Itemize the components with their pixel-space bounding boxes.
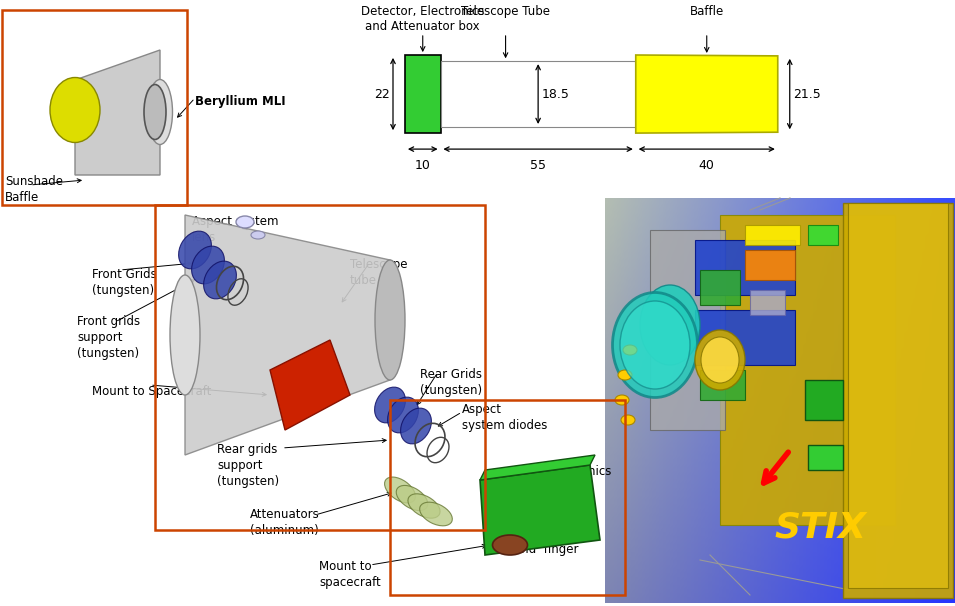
- Ellipse shape: [251, 231, 265, 239]
- Bar: [695, 240, 795, 295]
- Ellipse shape: [179, 231, 211, 269]
- Bar: [650, 230, 725, 430]
- Text: Telescope
tube: Telescope tube: [350, 258, 408, 287]
- Text: Mount to Spacecraft: Mount to Spacecraft: [92, 385, 211, 398]
- Ellipse shape: [396, 485, 428, 511]
- Ellipse shape: [147, 79, 173, 144]
- Ellipse shape: [612, 293, 697, 398]
- Ellipse shape: [640, 285, 700, 365]
- Bar: [808, 445, 843, 470]
- Text: Electronics
box: Electronics box: [548, 465, 612, 494]
- Ellipse shape: [50, 78, 100, 142]
- Ellipse shape: [400, 408, 432, 444]
- Text: 40: 40: [699, 159, 714, 172]
- Text: Mount to
spacecraft: Mount to spacecraft: [319, 560, 381, 589]
- Polygon shape: [185, 215, 390, 455]
- Bar: [720, 215, 895, 525]
- Text: Beryllium MLI: Beryllium MLI: [195, 95, 286, 108]
- Polygon shape: [636, 55, 777, 133]
- Text: Rear grids
support
(tungsten): Rear grids support (tungsten): [217, 443, 279, 488]
- Ellipse shape: [615, 395, 629, 405]
- Bar: [745, 225, 800, 245]
- Polygon shape: [75, 50, 160, 175]
- Text: Rear Grids
(tungsten): Rear Grids (tungsten): [420, 368, 482, 397]
- Ellipse shape: [695, 330, 745, 390]
- Text: Detector, Electronics
and Attenuator box: Detector, Electronics and Attenuator box: [361, 5, 484, 33]
- Ellipse shape: [236, 216, 254, 228]
- Ellipse shape: [620, 301, 690, 389]
- Ellipse shape: [493, 535, 527, 555]
- Bar: [808, 225, 838, 245]
- Text: Front grids
support
(tungsten): Front grids support (tungsten): [77, 315, 140, 360]
- Text: Baffle: Baffle: [690, 5, 724, 18]
- Bar: [440, 61, 636, 127]
- Text: Aspect system
lens: Aspect system lens: [192, 215, 278, 244]
- Text: STIX: STIX: [774, 510, 866, 544]
- Ellipse shape: [375, 260, 405, 380]
- Ellipse shape: [192, 246, 224, 284]
- Ellipse shape: [618, 370, 632, 380]
- Bar: [848, 203, 948, 588]
- Ellipse shape: [623, 345, 637, 355]
- Text: Cold  finger: Cold finger: [510, 543, 579, 556]
- Text: 18.5: 18.5: [542, 87, 570, 101]
- Text: Attenuators
(aluminum): Attenuators (aluminum): [250, 508, 320, 537]
- Polygon shape: [270, 340, 350, 430]
- Ellipse shape: [701, 337, 739, 383]
- Polygon shape: [480, 465, 600, 555]
- Bar: [155, 205, 485, 530]
- Ellipse shape: [621, 415, 635, 425]
- Bar: [700, 370, 745, 400]
- Text: 21.5: 21.5: [793, 87, 820, 101]
- Bar: [695, 310, 795, 365]
- Bar: [805, 380, 843, 420]
- Ellipse shape: [408, 494, 440, 518]
- Bar: [390, 400, 625, 595]
- Text: 22: 22: [374, 87, 390, 101]
- Ellipse shape: [144, 84, 166, 139]
- Polygon shape: [480, 455, 595, 480]
- Bar: [405, 55, 440, 133]
- Bar: [700, 270, 740, 305]
- Text: Front Grids
(tungsten): Front Grids (tungsten): [92, 268, 157, 297]
- Bar: [745, 250, 795, 280]
- Bar: [2, 10, 187, 205]
- Ellipse shape: [374, 387, 406, 423]
- Text: 55: 55: [530, 159, 546, 172]
- Ellipse shape: [419, 502, 453, 526]
- Bar: [750, 290, 785, 315]
- Ellipse shape: [203, 261, 237, 299]
- Text: Telescope Tube: Telescope Tube: [461, 5, 550, 18]
- Ellipse shape: [170, 275, 200, 395]
- Text: 10: 10: [414, 159, 431, 172]
- Text: Aspect
system diodes: Aspect system diodes: [462, 403, 547, 432]
- Bar: [843, 203, 953, 598]
- Text: Sunshade
Baffle: Sunshade Baffle: [5, 175, 63, 204]
- Ellipse shape: [388, 397, 418, 433]
- Ellipse shape: [385, 477, 415, 503]
